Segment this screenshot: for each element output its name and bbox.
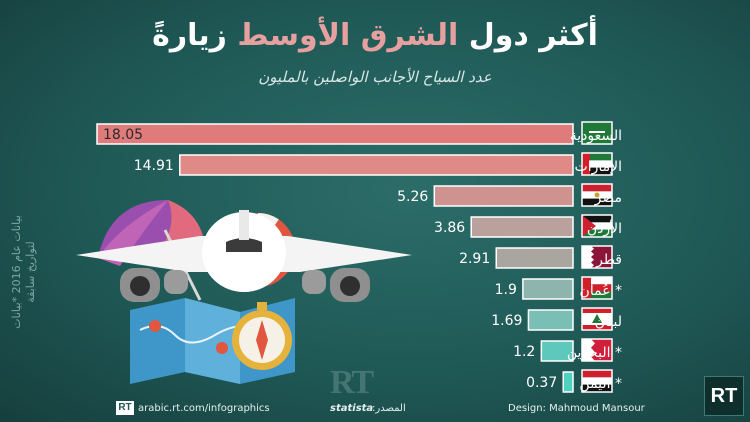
rt-small-logo: RT bbox=[116, 401, 134, 415]
flag-oman-icon bbox=[581, 276, 613, 300]
bar-7 bbox=[540, 340, 574, 362]
bar-1 bbox=[179, 154, 574, 176]
bar-3 bbox=[470, 216, 574, 238]
category-label: السعودية bbox=[570, 128, 622, 144]
flag-uae-icon bbox=[581, 152, 613, 176]
airplane-icon bbox=[76, 210, 412, 302]
value-label: 1.69 bbox=[491, 313, 522, 329]
flag-jordan-icon bbox=[581, 214, 613, 238]
flag-qatar-icon bbox=[581, 245, 613, 269]
title-part-3: زيارةً bbox=[152, 18, 227, 53]
value-label: 18.05 bbox=[103, 127, 143, 143]
source-name: statista bbox=[330, 403, 374, 414]
rt-logo: RT bbox=[704, 376, 744, 416]
bars-group: 18.05 السعودية 14.91 الإمارات 5.26 مصر 3.86 الأ… bbox=[96, 121, 622, 393]
flag-yemen-icon bbox=[581, 369, 613, 393]
page-subtitle: عدد السياح الأجانب الواصلين بالمليون bbox=[258, 68, 492, 86]
value-label: 14.91 bbox=[134, 158, 174, 174]
category-label: * اليمن bbox=[579, 376, 622, 392]
bar-8 bbox=[562, 371, 574, 393]
bar-0 bbox=[96, 123, 574, 145]
value-label: 0.37 bbox=[526, 375, 557, 391]
category-label: قطر bbox=[595, 252, 622, 268]
flag-lebanon-icon bbox=[581, 307, 613, 331]
page-title: أكثر دول الشرق الأوسط زيارةً bbox=[0, 18, 750, 53]
value-label: 3.86 bbox=[434, 220, 465, 236]
website-link[interactable]: arabic.rt.com/infographics bbox=[138, 403, 270, 414]
category-label: * البحرين bbox=[567, 345, 622, 361]
flag-saudi-arabia-icon bbox=[581, 121, 613, 145]
value-label: 1.9 bbox=[495, 282, 517, 298]
footnote-vertical: بيانات عام 2016 *بيانات لتواريخ سابقة bbox=[10, 215, 37, 329]
value-label: 1.2 bbox=[513, 344, 535, 360]
design-credit: Design: Mahmoud Mansour bbox=[508, 403, 645, 414]
category-label: مصر bbox=[594, 190, 622, 206]
compass-icon bbox=[232, 302, 292, 370]
value-label: 2.91 bbox=[459, 251, 490, 267]
bar-5 bbox=[522, 278, 574, 300]
bar-4 bbox=[495, 247, 574, 269]
category-label: * عُمان bbox=[580, 283, 622, 299]
bar-6 bbox=[527, 309, 574, 331]
category-label: لبنان bbox=[595, 314, 622, 330]
flag-bahrain-icon bbox=[581, 338, 613, 362]
title-part-1: أكثر دول bbox=[468, 18, 598, 53]
category-label: الإمارات bbox=[575, 159, 622, 175]
travel-illustration bbox=[76, 200, 412, 384]
source-label: المصدر: bbox=[372, 403, 406, 414]
category-label: الأردن bbox=[587, 219, 622, 237]
rt-watermark: RT bbox=[330, 364, 374, 401]
bar-2 bbox=[433, 185, 574, 207]
title-highlight: الشرق الأوسط bbox=[237, 18, 459, 53]
value-label: 5.26 bbox=[397, 189, 428, 205]
flag-egypt-icon bbox=[581, 183, 613, 207]
